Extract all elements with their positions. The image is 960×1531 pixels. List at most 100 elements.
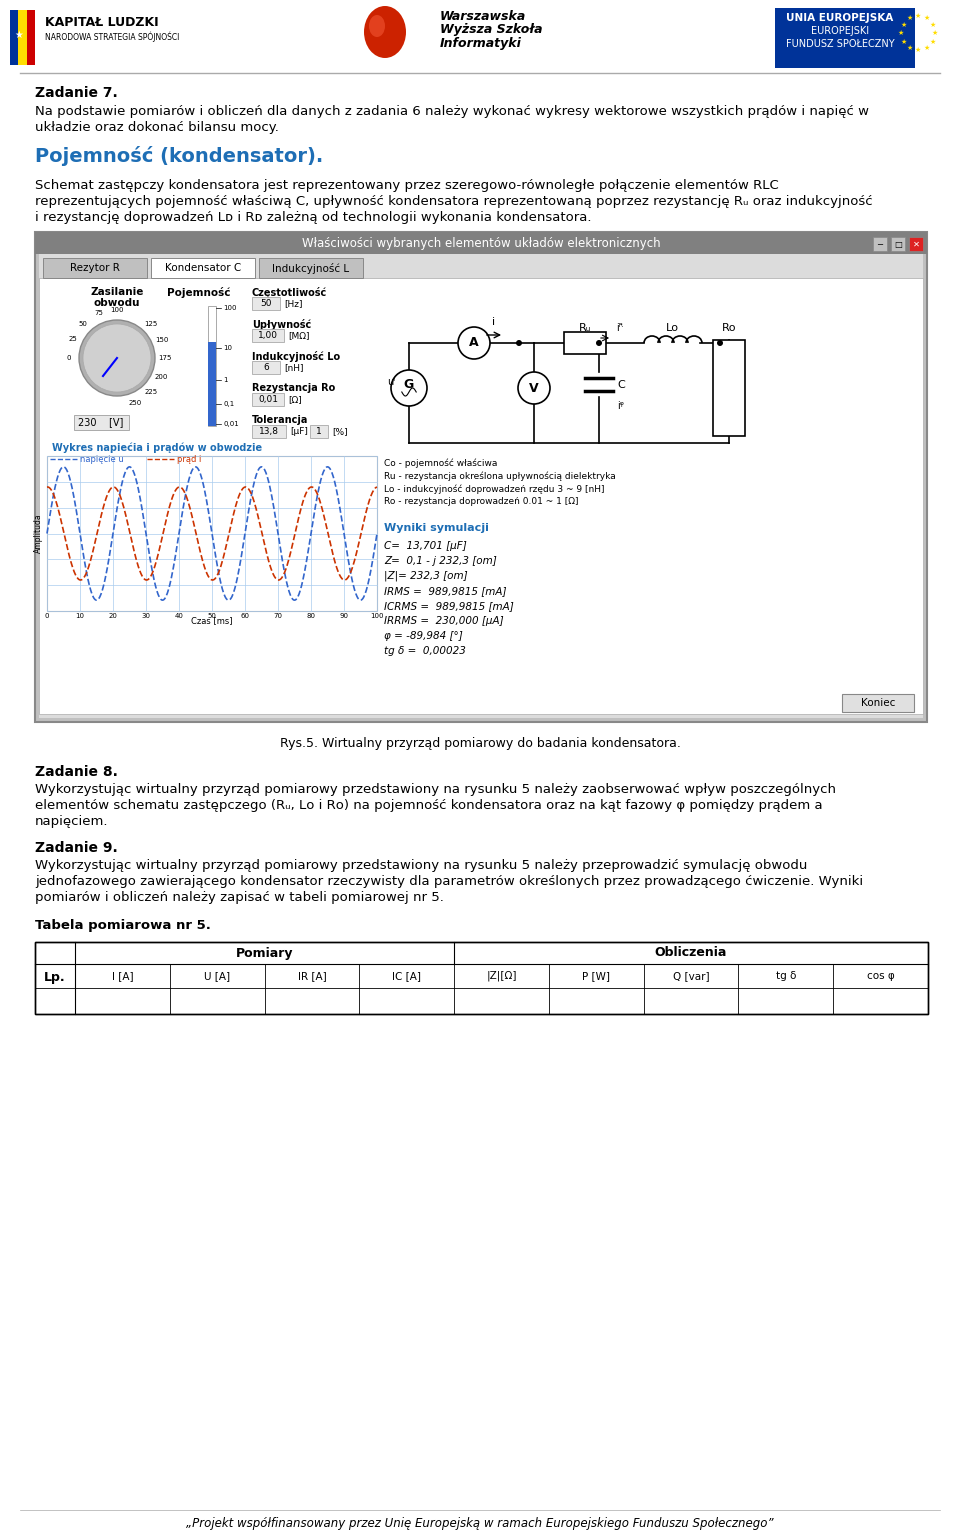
Text: Warszawska: Warszawska: [440, 9, 526, 23]
Text: Zasilanie: Zasilanie: [90, 286, 144, 297]
Text: Pojemność: Pojemność: [167, 286, 230, 297]
Text: IRMS =  989,9815 [mA]: IRMS = 989,9815 [mA]: [384, 586, 507, 596]
Bar: [252, 361, 280, 374]
Circle shape: [391, 371, 427, 406]
Text: IC [A]: IC [A]: [393, 971, 421, 981]
Text: Rys.5. Wirtualny przyrząd pomiarowy do badania kondensatora.: Rys.5. Wirtualny przyrząd pomiarowy do b…: [279, 738, 681, 750]
Text: 60: 60: [241, 612, 250, 619]
Text: Rezystancja Ro: Rezystancja Ro: [252, 383, 335, 393]
Text: Indukcyjność Lo: Indukcyjność Lo: [252, 351, 340, 361]
Text: C=  13,701 [μF]: C= 13,701 [μF]: [384, 540, 467, 551]
Bar: [252, 329, 284, 341]
Text: A: A: [469, 337, 479, 349]
Text: 250: 250: [129, 400, 142, 406]
Text: Ro - rezystancja doprowadzeń 0.01 ~ 1 [Ω]: Ro - rezystancja doprowadzeń 0.01 ~ 1 [Ω…: [384, 498, 579, 507]
Text: 100: 100: [223, 305, 236, 311]
Text: [Hz]: [Hz]: [284, 299, 302, 308]
Bar: [208, 341, 216, 426]
Text: 230    [V]: 230 [V]: [79, 418, 124, 427]
Text: 0: 0: [45, 612, 49, 619]
Text: 100: 100: [371, 612, 384, 619]
Text: ★: ★: [924, 15, 929, 21]
Text: Upływność: Upływność: [252, 318, 311, 329]
Text: Ru - rezystancja określona upływnością dielektryka: Ru - rezystancja określona upływnością d…: [384, 472, 615, 481]
Text: ★: ★: [898, 31, 904, 37]
Text: ICRMS =  989,9815 [mA]: ICRMS = 989,9815 [mA]: [384, 602, 514, 611]
Text: 13,8: 13,8: [259, 427, 279, 436]
Text: ★: ★: [915, 47, 922, 54]
Text: UNIA EUROPEJSKA: UNIA EUROPEJSKA: [786, 12, 894, 23]
Text: 100: 100: [110, 308, 124, 312]
Bar: [252, 297, 280, 309]
Text: ★: ★: [906, 44, 913, 51]
Text: 0,1: 0,1: [223, 401, 234, 407]
Text: napięciem.: napięciem.: [35, 816, 108, 828]
Text: Kondensator C: Kondensator C: [165, 263, 241, 273]
Text: iᴿ: iᴿ: [616, 323, 623, 334]
Bar: [259, 259, 363, 279]
Text: IRRMS =  230,000 [μA]: IRRMS = 230,000 [μA]: [384, 615, 504, 626]
Circle shape: [596, 340, 602, 346]
Circle shape: [717, 340, 723, 346]
Text: Wyższa Szkoła: Wyższa Szkoła: [440, 23, 542, 37]
Text: EUROPEJSKI: EUROPEJSKI: [811, 26, 869, 37]
Text: Lᴏ: Lᴏ: [665, 323, 679, 334]
Text: jednofazowego zawierającego kondensator rzeczywisty dla parametrów określonych p: jednofazowego zawierającego kondensator …: [35, 876, 863, 888]
Text: [Ω]: [Ω]: [288, 395, 301, 404]
Text: ★: ★: [924, 44, 929, 51]
Text: 1: 1: [316, 427, 322, 436]
Text: Obliczenia: Obliczenia: [655, 946, 728, 960]
Text: Zadanie 8.: Zadanie 8.: [35, 766, 118, 779]
Text: FUNDUSZ SPOŁECZNY: FUNDUSZ SPOŁECZNY: [785, 38, 895, 49]
Text: [μF]: [μF]: [290, 427, 308, 436]
Text: □: □: [894, 239, 902, 248]
Text: ★: ★: [932, 31, 938, 37]
Text: 175: 175: [158, 355, 172, 361]
Ellipse shape: [364, 6, 406, 58]
Text: C: C: [617, 380, 625, 390]
Text: 150: 150: [155, 337, 168, 343]
Text: Schemat zastępczy kondensatora jest reprezentowany przez szeregowo-równoległe po: Schemat zastępczy kondensatora jest repr…: [35, 179, 779, 191]
Text: 20: 20: [108, 612, 117, 619]
Bar: [252, 393, 284, 406]
Text: Rezytor R: Rezytor R: [70, 263, 120, 273]
Text: ─: ─: [877, 239, 882, 248]
Text: 0,01: 0,01: [223, 421, 239, 427]
Text: 80: 80: [306, 612, 316, 619]
Text: Lp.: Lp.: [44, 972, 66, 984]
Text: i rezystancję doprowadzeń Lᴅ i Rᴅ zależną od technologii wykonania kondensatora.: i rezystancję doprowadzeń Lᴅ i Rᴅ zależn…: [35, 210, 591, 224]
Text: Wyniki symulacji: Wyniki symulacji: [384, 524, 489, 533]
Bar: [35, 233, 927, 254]
Bar: [18, 11, 27, 64]
Text: ★: ★: [915, 12, 922, 18]
Text: ✕: ✕: [913, 239, 920, 248]
Bar: [47, 456, 377, 611]
Text: Wykorzystując wirtualny przyrząd pomiarowy przedstawiony na rysunku 5 należy zao: Wykorzystując wirtualny przyrząd pomiaro…: [35, 784, 836, 796]
Text: 1,00: 1,00: [258, 331, 278, 340]
Circle shape: [83, 325, 151, 392]
Text: tg δ =  0,00023: tg δ = 0,00023: [384, 646, 466, 655]
Text: i: i: [492, 317, 495, 328]
Bar: [252, 426, 286, 438]
Text: φ = -89,984 [°]: φ = -89,984 [°]: [384, 631, 463, 641]
Text: 50: 50: [79, 322, 87, 328]
Bar: [39, 279, 923, 713]
Text: Q [var]: Q [var]: [673, 971, 709, 981]
Text: ★: ★: [929, 21, 936, 28]
Text: obwodu: obwodu: [94, 299, 140, 308]
Bar: [873, 237, 887, 251]
Text: Na podstawie pomiarów i obliczeń dla danych z zadania 6 należy wykonać wykresy w: Na podstawie pomiarów i obliczeń dla dan…: [35, 106, 869, 118]
Text: „Projekt współfinansowany przez Unię Europejską w ramach Europejskiego Funduszu : „Projekt współfinansowany przez Unię Eur…: [186, 1517, 774, 1529]
Bar: [35, 942, 928, 1014]
Text: ★: ★: [900, 38, 906, 44]
Text: Właściwości wybranych elementów układów elektronicznych: Właściwości wybranych elementów układów …: [301, 236, 660, 250]
Text: 0: 0: [67, 355, 71, 361]
Text: 40: 40: [175, 612, 183, 619]
Text: [nH]: [nH]: [284, 363, 303, 372]
Bar: [713, 340, 745, 436]
Bar: [891, 237, 905, 251]
Ellipse shape: [369, 15, 385, 37]
Text: Tabela pomiarowa nr 5.: Tabela pomiarowa nr 5.: [35, 920, 211, 932]
Circle shape: [516, 340, 522, 346]
Text: 225: 225: [144, 389, 157, 395]
